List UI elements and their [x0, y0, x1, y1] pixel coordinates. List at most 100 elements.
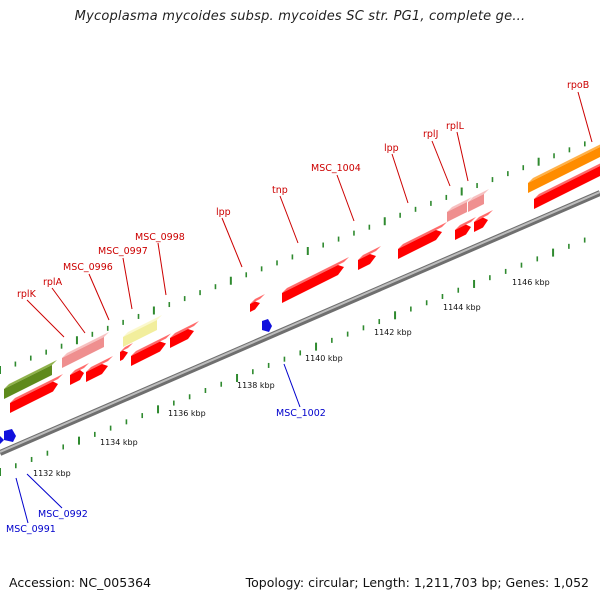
- leader-line: [26, 299, 65, 338]
- gene-rplL[interactable]: [468, 189, 489, 212]
- gene-olive-top: [4, 360, 57, 389]
- gene-red-5-top: [170, 321, 199, 338]
- gene-MSC_0997-body: [123, 320, 157, 347]
- gene-label[interactable]: MSC_0992: [38, 509, 88, 520]
- kbp-label: 1142 kbp: [374, 328, 412, 337]
- gene-label[interactable]: MSC_0996: [63, 262, 113, 273]
- leader-line: [221, 217, 243, 268]
- gene-red-7[interactable]: [358, 246, 381, 270]
- gene-red-4-top: [120, 343, 133, 352]
- gene-rplA[interactable]: [62, 332, 109, 368]
- leader-line: [431, 140, 451, 187]
- gene-rpoB-top: [534, 163, 600, 199]
- gene-rplJ[interactable]: [447, 197, 472, 222]
- map-title: Mycoplasma mycoides subsp. mycoides SC s…: [74, 9, 526, 24]
- gene-label[interactable]: MSC_0997: [98, 246, 148, 257]
- gene-MSC_0998-top: [131, 333, 171, 356]
- kbp-label: 1140 kbp: [305, 354, 343, 363]
- gene-rplA-body: [62, 337, 104, 368]
- gene-red-1[interactable]: [10, 374, 63, 413]
- gene-label[interactable]: lpp: [216, 207, 231, 218]
- gene-red-3[interactable]: [86, 356, 113, 382]
- gene-tnp-body: [282, 265, 344, 303]
- gene-red-7-body: [358, 254, 376, 270]
- gene-MSC_0991[interactable]: [0, 436, 4, 444]
- gene-red-3-top: [86, 356, 113, 372]
- kbp-label: 1146 kbp: [512, 278, 550, 287]
- kbp-label: 1132 kbp: [33, 469, 71, 478]
- gene-label[interactable]: MSC_0991: [6, 524, 56, 535]
- gene-label[interactable]: lpp: [384, 143, 399, 154]
- gene-red-7-top: [358, 246, 381, 260]
- gene-rpoB-orange[interactable]: [528, 142, 600, 193]
- gene-red-5[interactable]: [170, 321, 199, 348]
- gene-red-6-top: [250, 294, 265, 304]
- gene-red-4[interactable]: [120, 343, 133, 361]
- topology-text: Topology: circular; Length: 1,211,703 bp…: [245, 575, 589, 590]
- kbp-label: 1138 kbp: [237, 381, 275, 390]
- gene-rpoB-body: [534, 166, 600, 209]
- gene-label[interactable]: MSC_1002: [276, 408, 326, 419]
- gene-olive[interactable]: [4, 360, 57, 399]
- gene-rplL-top: [468, 189, 489, 202]
- leader-line: [157, 242, 167, 296]
- gene-label[interactable]: MSC_0998: [135, 232, 185, 243]
- gene-rplA-top: [62, 332, 109, 358]
- gene-MSC_0992[interactable]: [4, 429, 16, 442]
- kbp-label: 1134 kbp: [100, 438, 138, 447]
- leader-line: [88, 273, 110, 321]
- kbp-label: 1136 kbp: [168, 409, 206, 418]
- gene-MSC_0992-body: [4, 429, 16, 442]
- gene-MSC_0998-body: [131, 341, 166, 366]
- gene-label[interactable]: MSC_1004: [311, 163, 361, 174]
- gene-red-8[interactable]: [455, 217, 476, 240]
- gene-rplL-body: [468, 194, 484, 212]
- backbone-highlight: [0, 191, 600, 453]
- gene-label[interactable]: rpoB: [567, 80, 589, 91]
- gene-rpoB-orange-body: [528, 147, 600, 193]
- gene-rplJ-top: [447, 197, 472, 212]
- gene-lpp-2-body: [398, 230, 442, 259]
- gene-red-9-body: [474, 217, 488, 232]
- gene-MSC_0997[interactable]: [123, 315, 162, 347]
- gene-lpp-2-top: [398, 222, 447, 249]
- leader-line: [279, 195, 299, 244]
- gene-rpoB-orange-top: [528, 144, 600, 183]
- gene-lpp-2[interactable]: [398, 222, 447, 259]
- kbp-label: 1144 kbp: [443, 303, 481, 312]
- gene-red-2-top: [70, 363, 89, 375]
- gene-label[interactable]: tnp: [272, 185, 288, 196]
- gene-label[interactable]: rplL: [446, 121, 465, 132]
- gene-red-9[interactable]: [474, 210, 493, 232]
- gene-label[interactable]: rplK: [17, 289, 37, 300]
- gene-red-3-body: [86, 364, 108, 382]
- gene-red-6[interactable]: [250, 294, 265, 312]
- leader-line: [122, 257, 133, 310]
- gene-tnp-top: [282, 257, 349, 293]
- gene-MSC_0997-top: [123, 315, 162, 337]
- gene-label[interactable]: rplJ: [423, 129, 438, 140]
- gene-red-1-top: [10, 374, 63, 403]
- gene-red-2[interactable]: [70, 363, 89, 385]
- gene-red-6-body: [250, 301, 260, 312]
- gene-MSC_0998[interactable]: [131, 333, 171, 367]
- gene-label[interactable]: rplA: [43, 277, 63, 288]
- gene-rplJ-body: [447, 202, 467, 222]
- accession-text: Accession: NC_005364: [9, 575, 152, 590]
- gene-rpoB[interactable]: [534, 161, 600, 209]
- leader-line: [391, 153, 409, 204]
- leader-line: [15, 477, 29, 524]
- gene-olive-body: [4, 365, 52, 399]
- gene-MSC_1002[interactable]: [262, 319, 272, 332]
- gene-red-4-body: [120, 350, 128, 361]
- gene-red-1-body: [10, 381, 58, 413]
- gene-tnp[interactable]: [282, 257, 349, 303]
- leader-line: [336, 174, 355, 222]
- gene-red-8-top: [455, 217, 476, 230]
- gene-red-8-body: [455, 224, 471, 240]
- leader-line: [456, 131, 469, 182]
- gene-red-9-top: [474, 210, 493, 222]
- leader-line: [26, 473, 63, 509]
- gene-MSC_1002-body: [262, 319, 272, 332]
- leader-line: [51, 287, 86, 334]
